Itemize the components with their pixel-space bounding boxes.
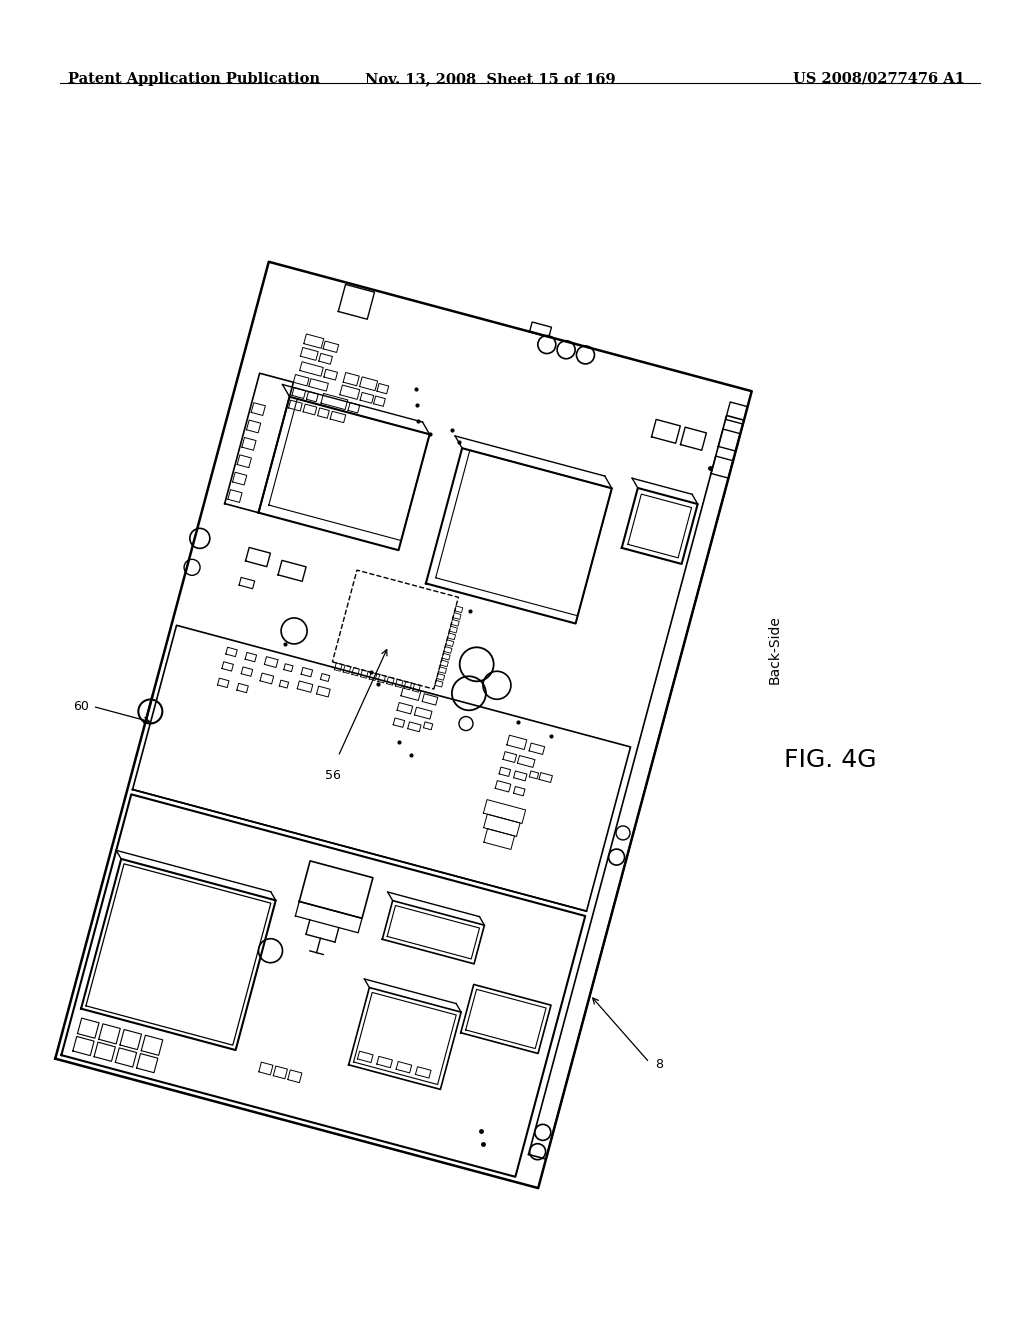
Polygon shape bbox=[461, 985, 551, 1053]
Polygon shape bbox=[338, 284, 375, 319]
Polygon shape bbox=[81, 859, 275, 1051]
Polygon shape bbox=[681, 428, 707, 450]
Text: US 2008/0277476 A1: US 2008/0277476 A1 bbox=[794, 73, 965, 86]
Text: 8: 8 bbox=[655, 1059, 664, 1071]
Polygon shape bbox=[258, 397, 430, 550]
Polygon shape bbox=[622, 488, 697, 564]
Text: FIG. 4G: FIG. 4G bbox=[783, 748, 877, 772]
Polygon shape bbox=[348, 987, 461, 1089]
Text: Back-Side: Back-Side bbox=[768, 615, 782, 685]
Polygon shape bbox=[651, 420, 680, 444]
Polygon shape bbox=[382, 900, 484, 964]
Text: Patent Application Publication: Patent Application Publication bbox=[68, 73, 319, 86]
Text: 56: 56 bbox=[326, 768, 341, 781]
Text: 60: 60 bbox=[73, 700, 89, 713]
Text: Nov. 13, 2008  Sheet 15 of 169: Nov. 13, 2008 Sheet 15 of 169 bbox=[365, 73, 615, 86]
Polygon shape bbox=[426, 449, 611, 623]
